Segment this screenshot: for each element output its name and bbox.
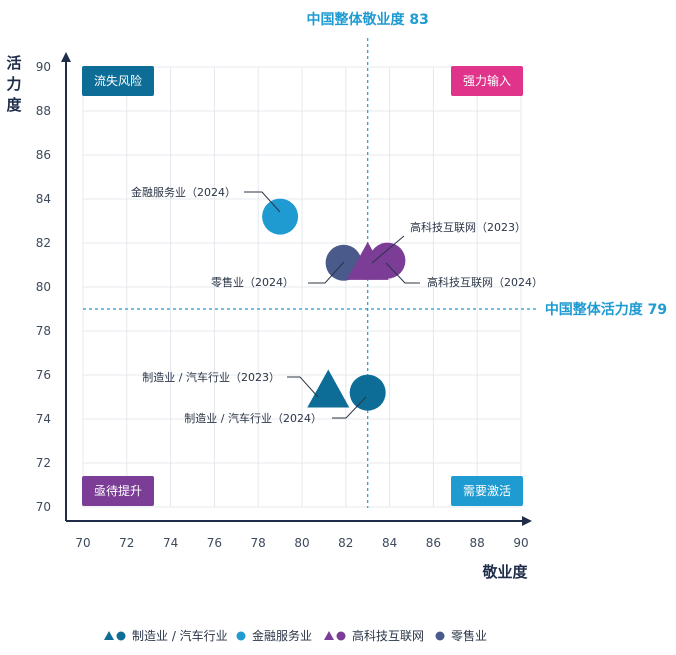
quadrant-label-bottom-right: 需要激活 [463, 484, 511, 498]
y-tick-label: 78 [36, 324, 51, 338]
legend-circle-1 [236, 631, 246, 641]
leader-line-4 [287, 376, 319, 398]
point-circle-5 [349, 374, 386, 411]
point-triangle-3 [346, 241, 389, 280]
y-tick-label: 84 [36, 192, 51, 206]
y-tick-label: 80 [36, 280, 51, 294]
x-tick-label: 86 [426, 536, 441, 550]
y-tick-label: 82 [36, 236, 51, 250]
quadrant-label-top-left: 流失风险 [94, 73, 142, 88]
x-tick-label: 84 [382, 536, 397, 550]
x-tick-label: 76 [207, 536, 222, 550]
y-axis-title-char: 度 [6, 96, 22, 114]
y-tick-label: 70 [36, 500, 51, 514]
axes: 敬业度 活力度 [6, 52, 532, 581]
point-label-2: 高科技互联网（2024） [427, 275, 543, 289]
x-tick-label: 80 [294, 536, 309, 550]
y-axis-title: 活力度 [6, 54, 22, 114]
x-tick-label: 74 [163, 536, 178, 550]
legend-triangle-0 [104, 631, 114, 640]
legend-label-3: 零售业 [451, 628, 487, 643]
reference-label-vitality: 中国整体活力度 79 [545, 301, 667, 318]
legend-circle-3 [435, 631, 445, 641]
y-axis-arrow [61, 52, 71, 62]
point-triangle-4 [307, 369, 350, 408]
point-label-5: 制造业 / 汽车行业（2024） [184, 411, 322, 425]
quadrant-label-bottom-left: 亟待提升 [94, 483, 142, 498]
y-tick-label: 72 [36, 456, 51, 470]
x-tick-label: 78 [251, 536, 266, 550]
y-tick-label: 76 [36, 368, 51, 382]
leader-line-5 [332, 396, 367, 419]
point-label-1: 零售业（2024） [211, 275, 294, 289]
x-tick-label: 70 [75, 536, 90, 550]
legend-label-2: 高科技互联网 [352, 628, 424, 643]
x-tick-label: 72 [119, 536, 134, 550]
x-tick-label: 82 [338, 536, 353, 550]
quadrant-label-top-right: 强力输入 [463, 73, 511, 88]
legend-circle-2 [336, 631, 346, 641]
legend-label-0: 制造业 / 汽车行业 [132, 628, 228, 643]
leader-line-3 [371, 235, 405, 264]
y-tick-label: 90 [36, 60, 51, 74]
x-tick-label: 88 [470, 536, 485, 550]
point-label-0: 金融服务业（2024） [131, 185, 236, 199]
tick-labels: 70 72 74 76 78 80 82 84 86 88 90 70 72 74 76 78 80 82 84 86… [36, 60, 529, 550]
x-axis-title: 敬业度 [481, 563, 528, 581]
point-label-4: 制造业 / 汽车行业（2023） [142, 370, 280, 384]
quadrant-badge-bottom-left [82, 476, 154, 506]
quadrant-badge-top-left [82, 66, 154, 96]
y-tick-label: 74 [36, 412, 51, 426]
x-axis-arrow [522, 516, 532, 526]
point-labels: 金融服务业（2024） 零售业（2024） 高科技互联网（2024） 高科技互联网（2… [131, 185, 543, 425]
quadrant-badge-top-right [451, 66, 523, 96]
leader-line-2 [385, 262, 420, 284]
x-tick-label: 90 [513, 536, 528, 550]
y-tick-label: 88 [36, 104, 51, 118]
reference-lines: 中国整体敬业度 83 中国整体活力度 79 [83, 11, 667, 508]
grid [82, 66, 522, 508]
legend-triangle-2 [324, 631, 334, 640]
leader-line-0 [244, 191, 281, 213]
leader-line-1 [308, 261, 345, 284]
data-marks [262, 198, 406, 411]
y-axis-title-char: 活 [6, 54, 21, 72]
quadrant-badge-bottom-right [451, 476, 523, 506]
y-axis-title-char: 力 [6, 75, 21, 93]
point-circle-0 [262, 198, 299, 235]
legend-circle-0 [116, 631, 126, 641]
legend-label-1: 金融服务业 [252, 628, 312, 643]
point-label-3: 高科技互联网（2023） [410, 220, 526, 234]
y-tick-label: 86 [36, 148, 51, 162]
reference-label-engagement: 中国整体敬业度 83 [307, 11, 429, 28]
legend: 制造业 / 汽车行业 金融服务业 高科技互联网 零售业 [104, 628, 487, 643]
